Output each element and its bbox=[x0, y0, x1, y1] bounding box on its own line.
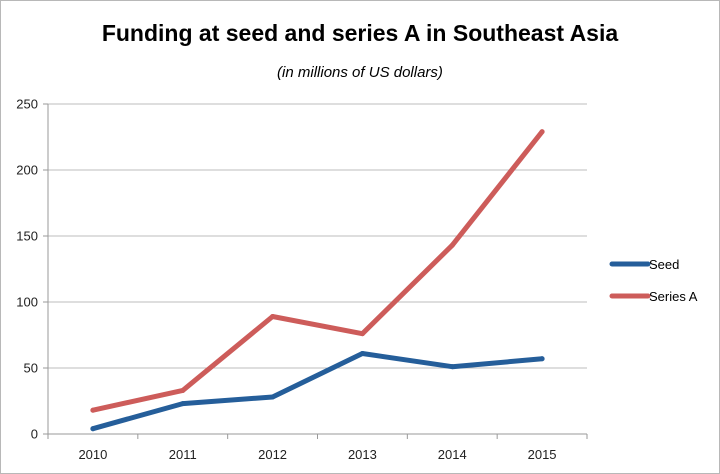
series-seed bbox=[90, 350, 545, 432]
data-point bbox=[359, 350, 365, 356]
x-tick-label: 2012 bbox=[258, 447, 287, 462]
y-tick-labels: 0 50 100 150 200 250 bbox=[16, 97, 38, 442]
gridlines bbox=[48, 103, 587, 369]
data-point bbox=[449, 364, 455, 370]
legend: Seed Series A bbox=[609, 257, 698, 304]
legend-label: Series A bbox=[649, 289, 698, 304]
x-tick-label: 2015 bbox=[528, 447, 557, 462]
legend-item: Series A bbox=[609, 289, 698, 304]
data-point bbox=[180, 387, 186, 393]
series-line bbox=[90, 129, 545, 413]
x-tick-label: 2014 bbox=[438, 447, 467, 462]
chart-subtitle: (in millions of US dollars) bbox=[277, 64, 443, 81]
y-tick-label: 50 bbox=[24, 361, 38, 376]
x-tick-label: 2010 bbox=[78, 447, 107, 462]
series-line bbox=[90, 351, 545, 432]
series-lines bbox=[90, 129, 545, 432]
y-tick-label: 200 bbox=[16, 163, 38, 178]
data-point bbox=[539, 356, 545, 362]
x-tick-label: 2013 bbox=[348, 447, 377, 462]
x-tick-labels: 2010 2011 2012 2013 2014 2015 bbox=[78, 447, 556, 462]
data-point bbox=[449, 242, 455, 248]
data-point bbox=[90, 426, 96, 432]
axes bbox=[43, 103, 588, 439]
legend-label: Seed bbox=[649, 257, 679, 272]
data-point bbox=[359, 331, 365, 337]
y-tick-label: 250 bbox=[16, 97, 38, 112]
legend-item: Seed bbox=[609, 257, 679, 272]
data-point bbox=[180, 401, 186, 407]
y-tick-label: 0 bbox=[31, 427, 38, 442]
y-tick-label: 150 bbox=[16, 229, 38, 244]
series-series-a bbox=[90, 129, 545, 413]
y-tick-label: 100 bbox=[16, 295, 38, 310]
data-point bbox=[270, 314, 276, 320]
x-tick-label: 2011 bbox=[169, 447, 197, 462]
chart-title: Funding at seed and series A in Southeas… bbox=[101, 20, 619, 46]
data-point bbox=[90, 407, 96, 413]
data-point bbox=[539, 129, 545, 135]
data-point bbox=[270, 394, 276, 400]
